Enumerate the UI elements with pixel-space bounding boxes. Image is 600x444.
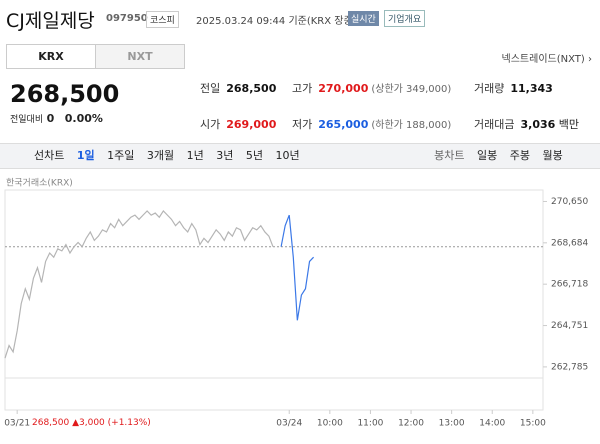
realtime-button[interactable]: 실시간 (348, 11, 379, 26)
stat-label: 시가 (200, 118, 221, 131)
current-price: 268,500 (10, 80, 120, 108)
price-line (280, 214, 315, 321)
y-tick-label: 268,684 (551, 238, 588, 248)
stat-note: (하한가 188,000) (371, 120, 452, 131)
stat: 전일 268,500 (200, 80, 276, 96)
nxt-link-text[interactable]: 넥스트레이드(NXT) (501, 54, 585, 65)
stat-note: (상한가 349,000) (371, 84, 452, 95)
stat-value: 268,500 (226, 82, 277, 95)
stat-value: 11,343 (510, 82, 553, 95)
stat-value: 269,000 (226, 118, 277, 131)
chart-tabs: 선차트 1일 1주일 3개월 1년 3년 5년 10년 봉차트 일봉 주봉 월봉 (0, 143, 600, 169)
candle-tab[interactable]: 월봉 (542, 149, 563, 162)
plot-frame (4, 189, 544, 379)
candle-tab[interactable]: 일봉 (477, 149, 498, 162)
company-info-button[interactable]: 기업개요 (384, 10, 426, 27)
stock-code: 097950 (106, 13, 148, 24)
period-tab[interactable]: 5년 (245, 149, 264, 162)
x-tick-label: 03/24 (276, 419, 302, 429)
candle-tabs-label: 봉차트 (434, 149, 465, 162)
stat-label: 거래량 (474, 82, 505, 95)
stat-value: 270,000 (318, 82, 369, 95)
datetime-value: 2025.03.24 09:44 (196, 16, 286, 27)
candle-tab[interactable]: 주봉 (509, 149, 531, 162)
volume-frame (4, 377, 544, 411)
y-tick-label: 262,785 (551, 362, 588, 372)
chart-subtitle: 한국거래소(KRX) (6, 178, 73, 189)
datetime: 2025.03.24 09:44 기준(KRX 장중) (196, 12, 357, 27)
basis: 기준(KRX 장중) (288, 16, 357, 27)
period-tab[interactable]: 1년 (186, 149, 204, 162)
stat: 저가 265,000 (하한가 188,000) (292, 116, 451, 132)
stock-name: CJ제일제당 (6, 10, 95, 32)
y-tick-label: 264,751 (551, 321, 588, 331)
change-label: 전일대비 (10, 115, 44, 125)
stat-label: 저가 (292, 118, 313, 131)
period-tab[interactable]: 1일 (76, 149, 95, 162)
y-tick-label: 270,650 (551, 197, 588, 207)
x-tick-label: 03/21 (4, 419, 30, 429)
footer-change: ▲3,000 (72, 418, 105, 428)
stat: 거래량 11,343 (474, 80, 553, 96)
x-tick-label: 15:00 (520, 419, 546, 429)
exchange-tabs: KRX NXT (6, 44, 185, 69)
stat-label: 고가 (292, 82, 313, 95)
period-tab[interactable]: 3년 (216, 149, 234, 162)
line-tabs-label: 선차트 (34, 149, 65, 162)
stat: 거래대금 3,036 백만 (474, 116, 579, 132)
period-tab[interactable]: 10년 (275, 149, 300, 162)
stat: 고가 270,000 (상한가 349,000) (292, 80, 451, 96)
stat-unit: 백만 (558, 118, 580, 131)
exchange-tab[interactable]: KRX (7, 45, 95, 68)
x-tick-label: 13:00 (439, 419, 465, 429)
period-tab[interactable]: 3개월 (146, 149, 175, 162)
period-tab[interactable]: 1주일 (107, 149, 135, 162)
stat-label: 전일 (200, 82, 221, 95)
change-value: 0 (46, 112, 55, 125)
stat-value: 265,000 (318, 118, 369, 131)
stat-label: 거래대금 (474, 118, 515, 131)
market-badge: 코스피 (146, 11, 179, 28)
stat: 시가 269,000 (200, 116, 276, 132)
y-tick-label: 266,718 (551, 280, 588, 290)
footer-rate: (+1.13%) (107, 418, 151, 428)
exchange-tab[interactable]: NXT (95, 45, 184, 68)
x-tick-label: 14:00 (479, 419, 505, 429)
footer-price: 268,500 (32, 418, 70, 428)
change-rate: 0.00% (64, 112, 103, 125)
price-line (4, 209, 274, 359)
stat-value: 3,036 (520, 118, 556, 131)
x-tick-label: 12:00 (398, 419, 424, 429)
x-tick-label: 11:00 (357, 419, 383, 429)
change: 전일대비 0 0.00% (10, 112, 103, 125)
nxt-link[interactable]: 넥스트레이드(NXT) › (501, 54, 592, 65)
footer-quote: 268,500 ▲3,000 (+1.13%) (32, 418, 151, 428)
x-tick-label: 10:00 (317, 419, 343, 429)
